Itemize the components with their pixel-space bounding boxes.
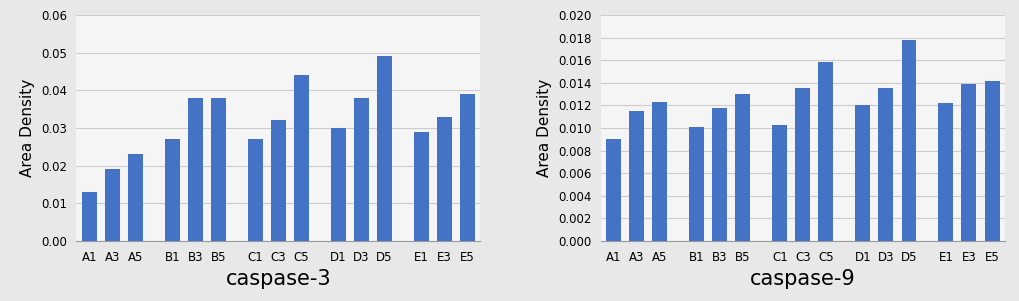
- Bar: [735, 94, 750, 241]
- Bar: [983, 81, 999, 241]
- Bar: [164, 139, 179, 241]
- Y-axis label: Area Density: Area Density: [537, 79, 552, 177]
- Y-axis label: Area Density: Area Density: [20, 79, 36, 177]
- Bar: [877, 88, 893, 241]
- Bar: [629, 111, 644, 241]
- Bar: [652, 102, 666, 241]
- Text: A: A: [36, 0, 66, 4]
- Bar: [711, 108, 727, 241]
- Bar: [795, 88, 810, 241]
- Bar: [376, 56, 391, 241]
- Bar: [460, 94, 475, 241]
- Bar: [330, 128, 345, 241]
- Bar: [248, 139, 263, 241]
- Bar: [436, 116, 451, 241]
- Bar: [82, 192, 97, 241]
- Bar: [105, 169, 119, 241]
- Bar: [901, 40, 916, 241]
- Bar: [211, 98, 225, 241]
- Bar: [961, 84, 975, 241]
- Bar: [187, 98, 203, 241]
- Bar: [270, 120, 285, 241]
- Text: B: B: [560, 0, 590, 4]
- Bar: [605, 139, 621, 241]
- Bar: [855, 105, 869, 241]
- Bar: [127, 154, 143, 241]
- Bar: [414, 132, 428, 241]
- Bar: [293, 75, 309, 241]
- Bar: [354, 98, 369, 241]
- Bar: [817, 62, 833, 241]
- Bar: [771, 125, 787, 241]
- Bar: [689, 127, 704, 241]
- Bar: [937, 103, 953, 241]
- X-axis label: caspase-9: caspase-9: [749, 269, 855, 289]
- X-axis label: caspase-3: caspase-3: [225, 269, 331, 289]
